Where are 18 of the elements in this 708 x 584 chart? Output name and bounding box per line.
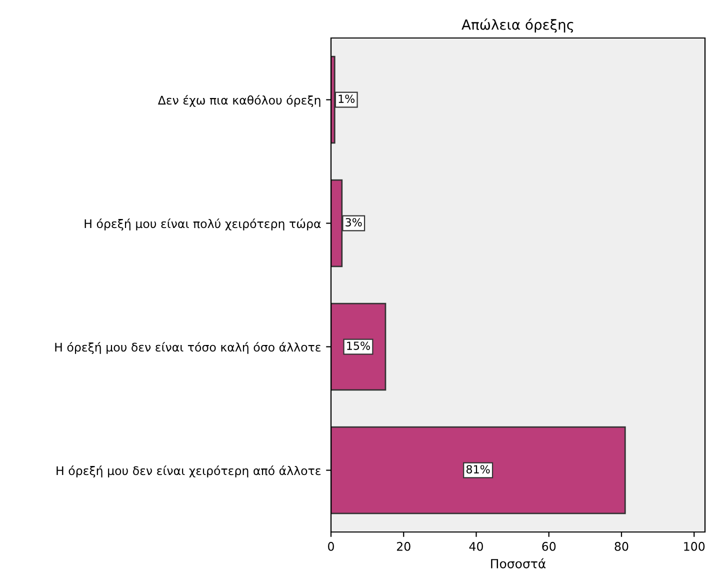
y-tick-label: Η όρεξή μου δεν είναι τόσο καλή όσο άλλοτε — [55, 342, 320, 354]
data-label: 15% — [347, 342, 370, 350]
x-tick-label: 60 — [542, 542, 556, 551]
x-tick-label: 80 — [614, 542, 628, 551]
x-axis-title: Ποσοστά — [491, 558, 546, 568]
data-label: 81% — [466, 465, 490, 474]
data-label: 1% — [338, 94, 355, 103]
bar — [331, 302, 386, 391]
y-tick-label: Η όρεξή μου είναι πολύ χειρότερη τώρα — [84, 218, 321, 230]
y-tick-label: Δεν έχω πια καθόλου όρεξη — [158, 95, 320, 107]
x-tick-label: 0 — [328, 542, 334, 551]
x-tick-label: 100 — [684, 542, 705, 551]
bar — [331, 426, 626, 514]
y-tick-label: Η όρεξή μου δεν είναι χειρότερη από άλλοτε — [56, 466, 320, 478]
data-label: 3% — [346, 218, 362, 226]
chart-title: Απώλεια όρεξης — [462, 18, 574, 33]
x-tick-label: 20 — [396, 542, 410, 551]
x-tick-label: 40 — [469, 542, 483, 551]
